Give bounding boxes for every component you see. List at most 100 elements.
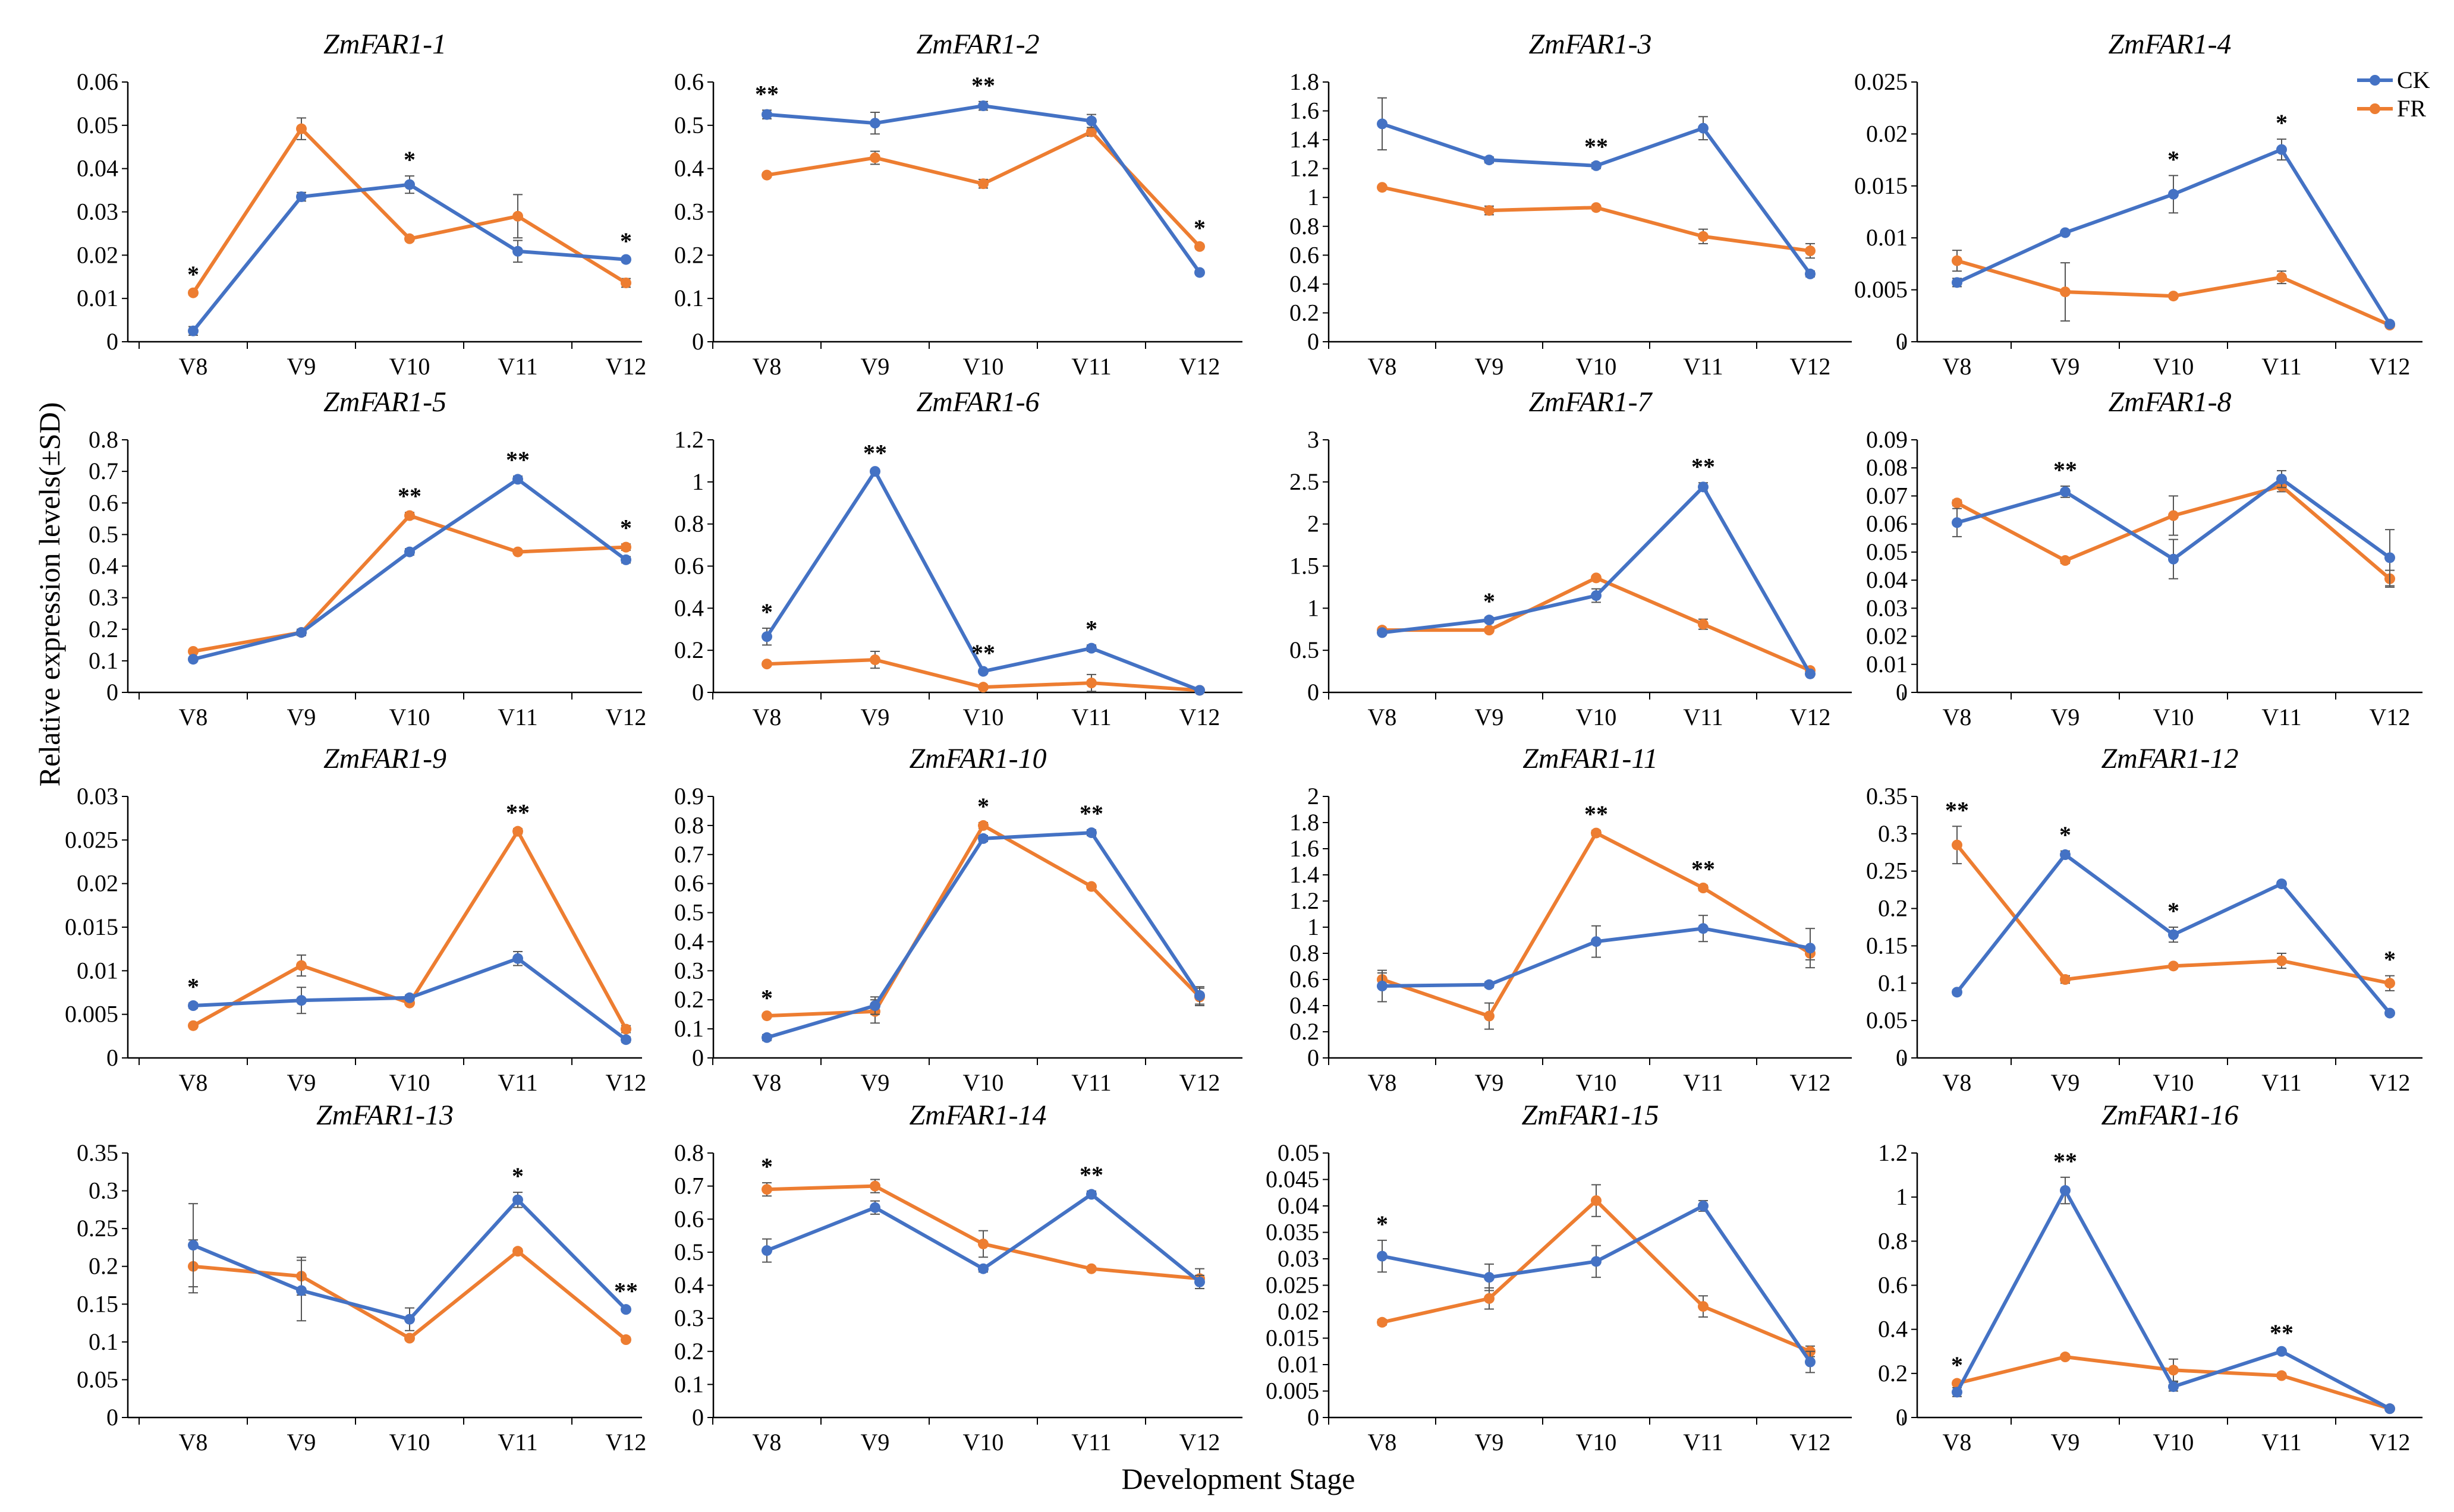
x-tick-label: V10	[963, 353, 1004, 380]
x-tick-label: V9	[861, 353, 890, 380]
y-tick-label: 0.3	[674, 957, 704, 984]
y-tick-label: 0.02	[1866, 623, 1908, 650]
x-tick-label: V12	[1179, 353, 1220, 380]
legend-marker-ck	[2370, 75, 2380, 86]
data-point	[1952, 255, 1962, 266]
data-point	[762, 1245, 772, 1256]
significance-marker: **	[1691, 453, 1715, 480]
series-ck	[1952, 1176, 2395, 1415]
y-tick-label: 0.3	[1878, 820, 1908, 847]
x-tick-label: V12	[1179, 1069, 1220, 1096]
data-point	[1698, 883, 1709, 893]
x-tick-label: V8	[179, 1069, 208, 1096]
significance-marker: *	[1194, 215, 1206, 241]
y-tick-label: 0.02	[1278, 1298, 1319, 1325]
significance-marker: *	[187, 974, 199, 1000]
significance-marker: **	[2270, 1319, 2293, 1346]
data-point	[2384, 978, 2395, 989]
series-line	[193, 514, 627, 653]
y-tick-label: 0.25	[1866, 858, 1908, 884]
data-point	[1698, 481, 1709, 493]
data-point	[1805, 245, 1816, 257]
y-tick-label: 0.9	[674, 783, 704, 809]
x-tick-label: V8	[1943, 1429, 1972, 1456]
x-tick-label: V10	[2153, 704, 2194, 730]
x-tick-label: V11	[2261, 1429, 2301, 1456]
y-tick-label: 0.1	[1878, 969, 1908, 996]
x-tick-label: V8	[179, 704, 208, 730]
data-point	[2168, 1381, 2179, 1393]
x-tick-label: V11	[1071, 1429, 1111, 1456]
x-tick-label: V10	[1576, 1429, 1617, 1456]
y-tick-label: 0.01	[77, 285, 118, 311]
data-point	[1377, 981, 1388, 991]
y-tick-label: 0.01	[1866, 224, 1908, 251]
y-tick-label: 1.4	[1289, 126, 1319, 153]
x-tick-label: V11	[1683, 353, 1723, 380]
data-point	[1952, 277, 1962, 288]
y-tick-label: 0.1	[674, 1015, 704, 1042]
x-tick-label: V10	[389, 1069, 430, 1096]
data-point	[2060, 974, 2071, 985]
y-tick-label: 0.5	[674, 899, 704, 926]
panel-title: ZmFAR1-8	[2108, 386, 2231, 418]
y-tick-label: 0.03	[77, 783, 118, 809]
x-tick-label: V10	[963, 704, 1004, 730]
data-point	[188, 645, 199, 657]
y-tick-label: 0.4	[674, 1272, 704, 1299]
y-tick-label: 1.2	[1289, 155, 1319, 182]
x-tick-label: V10	[963, 1069, 1004, 1096]
panel-title: ZmFAR1-1	[323, 29, 446, 60]
data-point	[978, 1238, 989, 1249]
data-point	[296, 995, 307, 1006]
data-point	[762, 1184, 772, 1195]
data-point	[621, 541, 631, 553]
x-tick-label: V11	[1683, 1429, 1723, 1456]
series-ck	[188, 474, 631, 665]
x-tick-label: V8	[753, 704, 782, 730]
data-point	[2276, 1370, 2287, 1381]
data-point	[188, 325, 199, 336]
y-tick-label: 1.8	[1289, 68, 1319, 95]
y-tick-label: 0	[106, 679, 118, 705]
y-tick-label: 0.8	[1289, 213, 1319, 240]
y-tick-label: 0	[106, 1044, 118, 1071]
y-tick-label: 0.6	[674, 68, 704, 95]
series-ck	[188, 951, 631, 1045]
y-tick-label: 0.6	[1289, 966, 1319, 993]
x-tick-label: V8	[1943, 1069, 1972, 1096]
y-tick-label: 0.01	[1866, 651, 1908, 678]
data-point	[870, 118, 880, 129]
data-point	[978, 682, 989, 693]
data-point	[1194, 241, 1205, 252]
data-point	[2060, 849, 2071, 861]
panel-title: ZmFAR1-3	[1528, 29, 1651, 60]
x-tick-label: V8	[753, 1069, 782, 1096]
y-tick-label: 0.03	[1866, 594, 1908, 621]
series-ck	[188, 1192, 631, 1331]
significance-marker: *	[1086, 615, 1097, 642]
data-point	[1698, 619, 1709, 630]
y-tick-label: 0.35	[1866, 783, 1908, 809]
x-tick-label: V10	[963, 1429, 1004, 1456]
chart-panel-2: ZmFAR1-2 0 0.1 0.2 0.3 0.4 0.5 0.6 V8 V9 V10 V11 V12…	[674, 29, 1242, 380]
significance-marker: **	[506, 799, 530, 826]
data-point	[978, 100, 989, 112]
y-tick-label: 0.2	[1878, 895, 1908, 922]
series-fr	[762, 650, 1205, 696]
data-point	[188, 1020, 199, 1031]
chart-panel-3: ZmFAR1-3 00.20.40.60.8 11.21.41.61.8 V8 V9 V1…	[1289, 29, 1852, 380]
y-tick-label: 0.07	[1866, 482, 1908, 509]
y-tick-label: 0.04	[77, 155, 118, 182]
data-point	[2060, 227, 2071, 238]
x-tick-label: V10	[2153, 1429, 2194, 1456]
data-point	[188, 654, 199, 665]
data-point	[404, 1313, 415, 1325]
x-tick-label: V8	[753, 353, 782, 380]
data-point	[870, 152, 880, 163]
series-ck	[762, 466, 1205, 696]
data-point	[1194, 990, 1205, 1001]
x-tick-label: V12	[2370, 1429, 2411, 1456]
x-tick-label: V11	[498, 353, 537, 380]
panel-title: ZmFAR1-5	[323, 386, 446, 418]
